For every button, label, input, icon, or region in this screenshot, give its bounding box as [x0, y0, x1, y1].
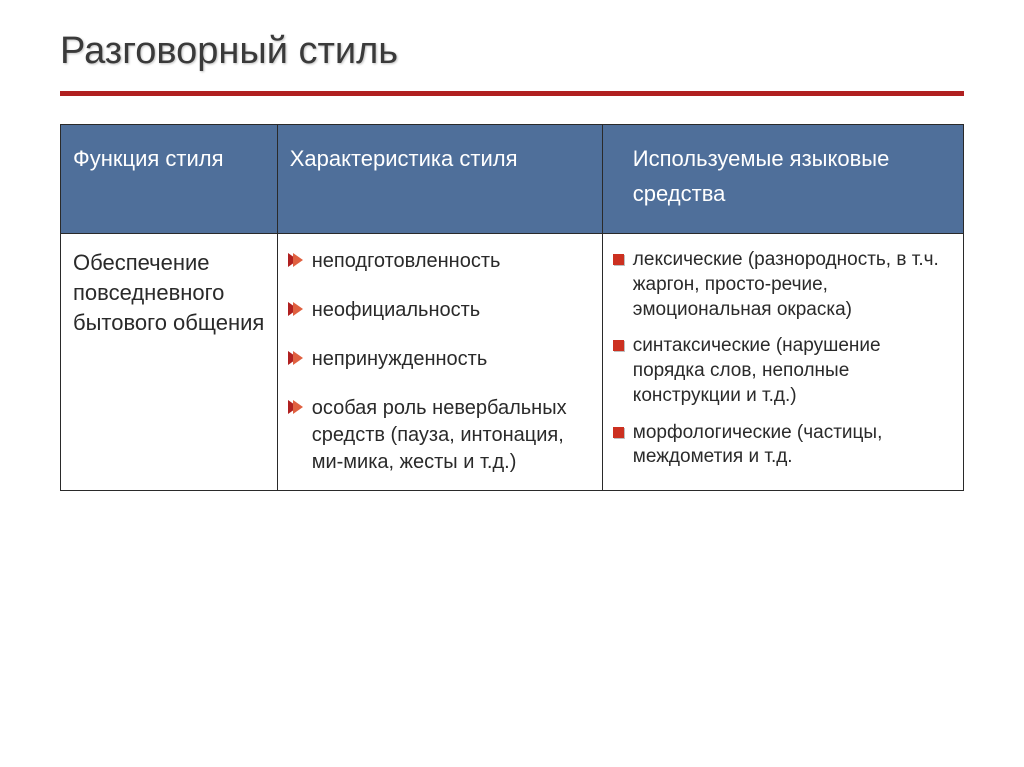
col-header-characteristics: Характеристика стиля [277, 125, 602, 234]
list-item: лексические (разнородность, в т.ч. жарго… [609, 248, 953, 322]
table-header-row: Функция стиля Характеристика стиля Испол… [61, 125, 964, 234]
col-header-function: Функция стиля [61, 125, 278, 234]
function-text: Обеспечение повседневного бытового общен… [73, 248, 267, 337]
cell-characteristics: неподготовленность неофициальность непри… [277, 234, 602, 491]
list-item: синтаксические (нарушение порядка слов, … [609, 334, 953, 408]
list-item: морфологические (частицы, междометия и т… [609, 421, 953, 470]
cell-means: лексические (разнородность, в т.ч. жарго… [602, 234, 963, 491]
list-item: неофициальность [284, 297, 592, 324]
list-item: непринужденность [284, 346, 592, 373]
list-item: неподготовленность [284, 248, 592, 275]
style-table: Функция стиля Характеристика стиля Испол… [60, 124, 964, 491]
means-list: лексические (разнородность, в т.ч. жарго… [609, 248, 953, 470]
slide-title: Разговорный стиль [60, 30, 964, 73]
table-row: Обеспечение повседневного бытового общен… [61, 234, 964, 491]
col-header-means: Используемые языковые средства [602, 125, 963, 234]
cell-function: Обеспечение повседневного бытового общен… [61, 234, 278, 491]
list-item: особая роль невербальных средств (пауза,… [284, 395, 592, 476]
characteristics-list: неподготовленность неофициальность непри… [284, 248, 592, 476]
title-rule [60, 91, 964, 96]
